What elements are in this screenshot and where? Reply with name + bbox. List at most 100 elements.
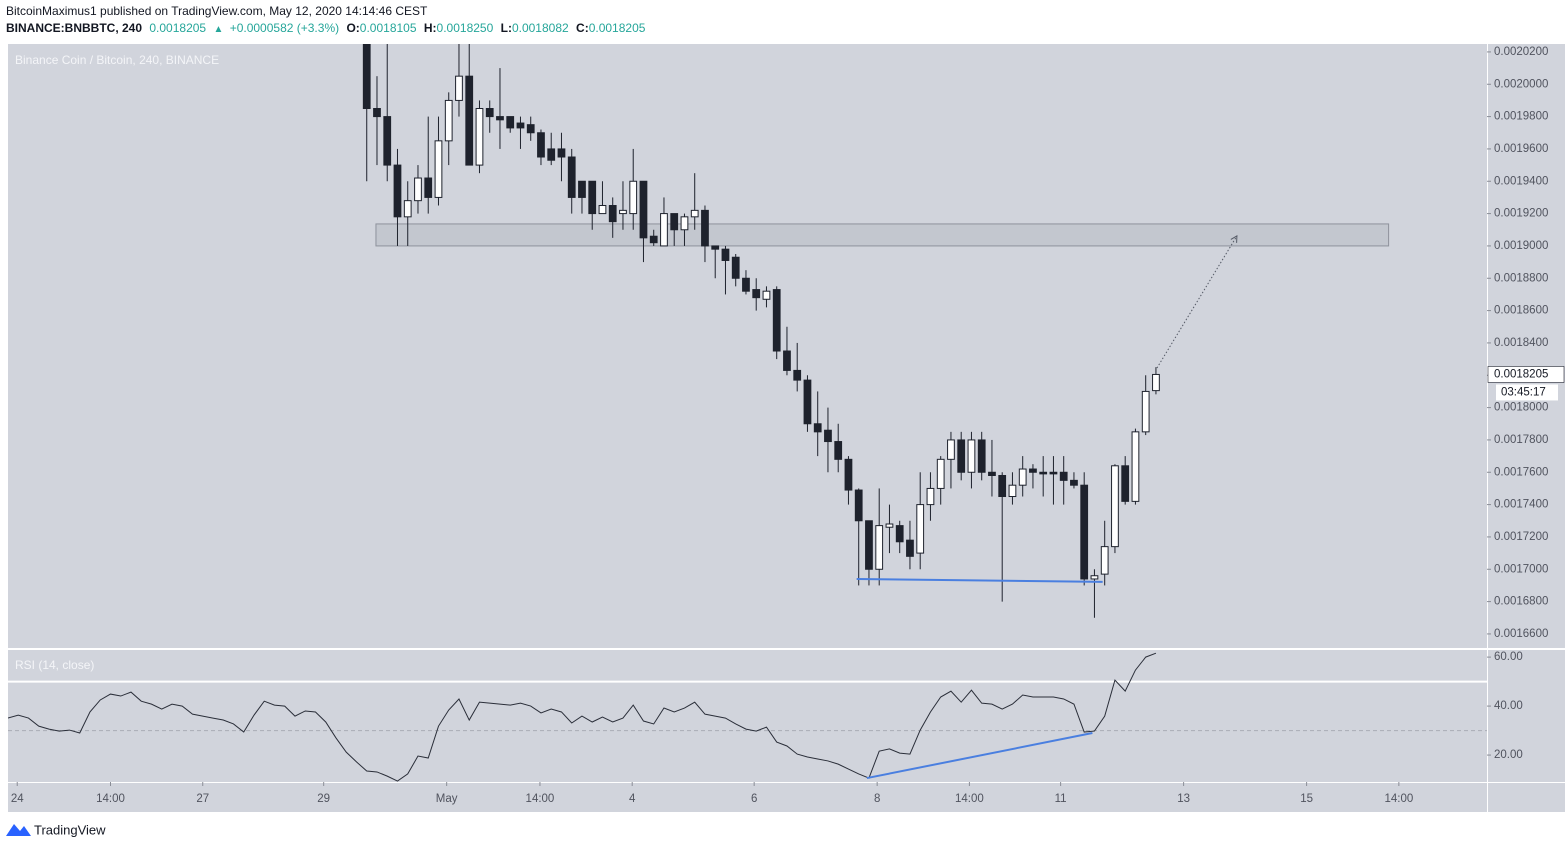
candle-body <box>977 439 986 473</box>
y-tick-label: 0.0020200 <box>1494 46 1548 58</box>
support-line <box>856 577 1103 583</box>
y-tick-label: 0.0016800 <box>1494 596 1548 608</box>
resistance-zone <box>375 223 1390 247</box>
chart-background <box>8 44 1565 812</box>
countdown-box <box>1496 384 1558 401</box>
price-pane <box>362 44 1390 618</box>
candle-body <box>526 124 535 134</box>
y-tick-label: 0.0017400 <box>1494 499 1548 511</box>
y-tick-label: 0.0019000 <box>1494 240 1548 252</box>
candle-body <box>1080 484 1089 580</box>
candle-body <box>557 148 566 158</box>
y-tick-label: 0.0017200 <box>1494 531 1548 543</box>
change-arrow: ▲ <box>213 24 223 35</box>
y-tick-label: 0.0017800 <box>1494 434 1548 446</box>
candle-body <box>1100 546 1109 575</box>
y-tick-label: 0.0019800 <box>1494 111 1548 123</box>
y-tick-label: 0.0018600 <box>1494 305 1548 317</box>
candle-body <box>547 148 556 161</box>
candle-body <box>731 256 740 279</box>
candle-body <box>629 180 638 215</box>
candle-body <box>393 164 402 218</box>
candle-body <box>988 471 996 476</box>
candle-body <box>783 350 791 371</box>
candle-body <box>967 439 976 473</box>
ohlc-value: 0.0018082 <box>512 21 569 35</box>
candle-body <box>1141 390 1150 433</box>
candle-body <box>670 213 679 231</box>
x-tick-label: 6 <box>751 793 757 805</box>
chart-title: Binance Coin / Bitcoin, 240, BINANCE <box>15 53 219 67</box>
candle-body <box>1059 471 1068 481</box>
ohlc-value: 0.0018250 <box>437 21 494 35</box>
candle-body <box>854 489 863 522</box>
candle-body <box>588 180 597 215</box>
y-tick-label: 0.0017600 <box>1494 466 1548 478</box>
candle-body <box>465 75 474 166</box>
x-tick-label: 13 <box>1177 793 1190 805</box>
rsi-pane <box>8 652 1487 782</box>
x-tick-label: 14:00 <box>955 793 984 805</box>
candle-body <box>957 439 966 473</box>
candle-body <box>793 369 802 381</box>
candle-body <box>537 132 545 158</box>
candle-body <box>598 205 607 215</box>
candle-body <box>690 209 699 218</box>
logo-icon <box>6 824 31 836</box>
candle-body <box>1070 479 1078 486</box>
author-line: BitcoinMaximus1 published on TradingView… <box>6 4 428 18</box>
ohlc-key: H: <box>424 21 437 35</box>
candle-body <box>834 441 843 460</box>
x-tick-label: 14:00 <box>96 793 125 805</box>
candle-body <box>383 116 392 166</box>
x-tick-label: 14:00 <box>526 793 555 805</box>
ohlc-key: L: <box>501 21 512 35</box>
candle-body <box>619 209 627 215</box>
candle-body <box>403 200 412 218</box>
ohlc-key: C: <box>576 21 589 35</box>
candle-body <box>885 523 894 528</box>
candle-body <box>1039 471 1048 475</box>
x-tick-label: May <box>436 793 458 805</box>
candle-body <box>567 156 576 198</box>
candle-body <box>414 177 422 202</box>
candle-body <box>936 458 945 489</box>
y-tick-label: 0.0018400 <box>1494 337 1548 349</box>
projection-line <box>1156 235 1238 369</box>
candle-body <box>434 140 443 198</box>
candle-body <box>711 245 720 250</box>
candle-body <box>578 180 586 198</box>
candle-body <box>752 289 761 299</box>
candle-body <box>865 520 873 570</box>
candle-body <box>506 116 515 129</box>
ohlc-key: O: <box>346 21 359 35</box>
x-tick-label: 4 <box>629 793 636 805</box>
candle-body <box>1131 431 1140 502</box>
candle-body <box>1008 484 1017 498</box>
x-tick-label: 29 <box>317 793 330 805</box>
rsi-y-tick-label: 20.00 <box>1494 749 1523 761</box>
candle-body <box>906 539 914 557</box>
candle-body <box>742 277 750 292</box>
last-price-box <box>1487 366 1565 383</box>
last-price-label: 0.0018205 <box>1494 368 1548 380</box>
y-tick-label: 0.0020000 <box>1494 78 1548 90</box>
candle-body <box>875 525 884 570</box>
candle-body <box>1018 468 1027 486</box>
y-tick-label: 0.0019200 <box>1494 208 1548 220</box>
candle-body <box>1152 373 1160 392</box>
change: +0.0000582 (+3.3%) <box>230 21 339 35</box>
x-tick-label: 14:00 <box>1384 793 1413 805</box>
candle-body <box>803 379 812 425</box>
candle-body <box>762 290 771 300</box>
candle-body <box>772 289 781 352</box>
candle-body <box>844 458 853 491</box>
candle-body <box>516 122 525 129</box>
ohlc-value: 0.0018205 <box>589 21 646 35</box>
candle-body <box>1111 465 1119 548</box>
candle-body <box>444 99 453 142</box>
candle-body <box>485 108 494 118</box>
candle-body <box>1121 465 1130 502</box>
candle-body <box>895 525 904 543</box>
